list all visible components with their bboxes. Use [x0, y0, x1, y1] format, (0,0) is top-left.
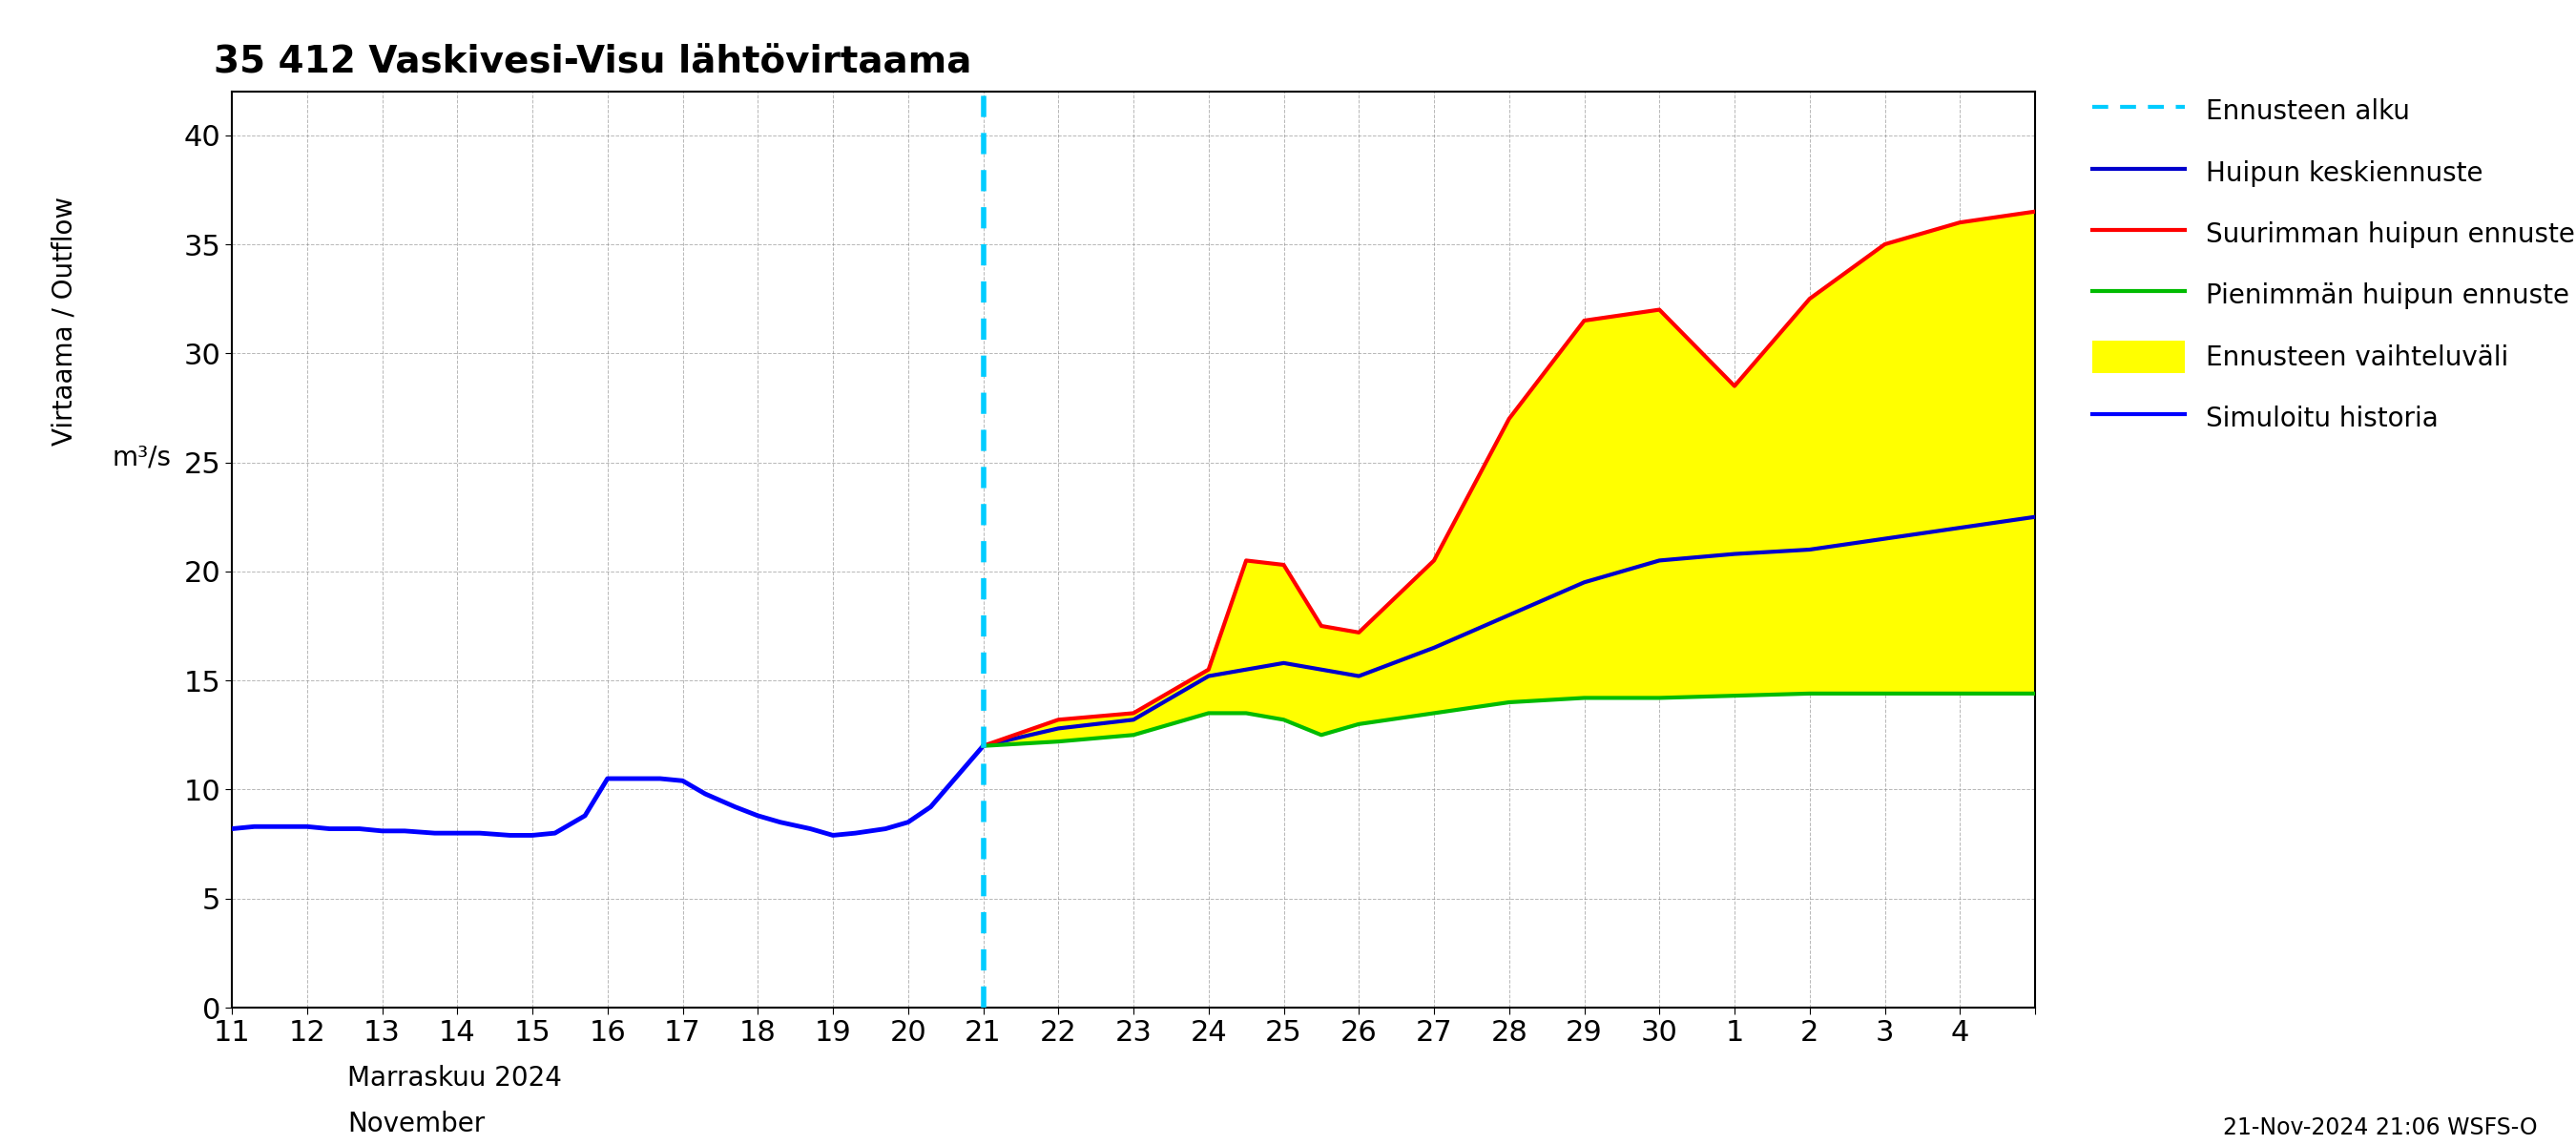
Text: 35 412 Vaskivesi-Visu lähtövirtaama: 35 412 Vaskivesi-Visu lähtövirtaama	[214, 45, 971, 80]
Text: Virtaama / Outflow: Virtaama / Outflow	[52, 196, 77, 445]
Text: 21-Nov-2024 21:06 WSFS-O: 21-Nov-2024 21:06 WSFS-O	[2223, 1116, 2537, 1139]
Text: m³/s: m³/s	[113, 444, 170, 472]
Legend: Ennusteen alku, Huipun keskiennuste, Suurimman huipun ennuste, Pienimmän huipun : Ennusteen alku, Huipun keskiennuste, Suu…	[2084, 87, 2576, 442]
Text: November: November	[348, 1111, 484, 1137]
Text: Marraskuu 2024: Marraskuu 2024	[348, 1065, 562, 1091]
